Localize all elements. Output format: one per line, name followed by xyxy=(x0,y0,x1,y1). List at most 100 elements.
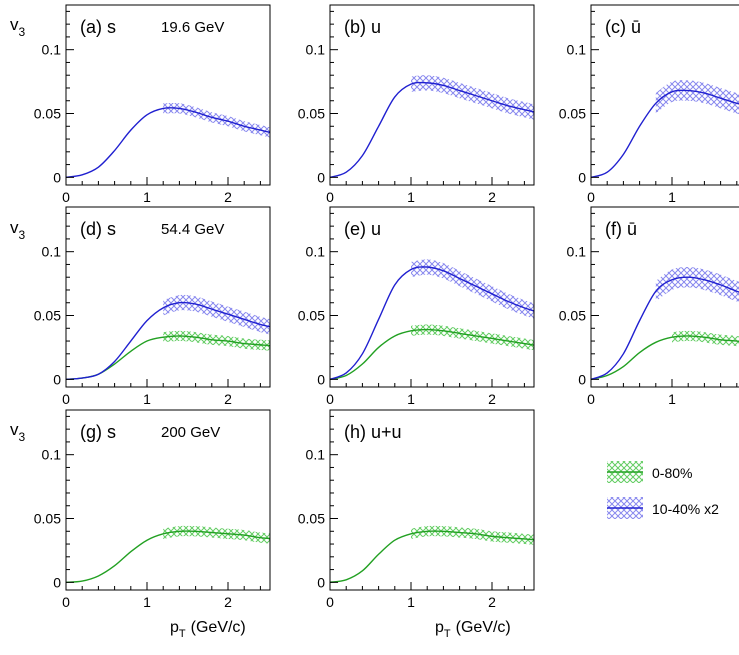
xtick-label-b: 1 xyxy=(407,189,415,205)
xtick-label-e: 0 xyxy=(326,391,334,407)
panels: 0 0.05 0.1 0 1 2 (a) s 19.6 GeV 0 0.05 0.1 0 1 2 (b) u… xyxy=(34,4,739,610)
xtick-label-h: 1 xyxy=(407,594,415,610)
y-axis-label-row1: v3 xyxy=(10,15,26,39)
band-h-green xyxy=(411,525,534,545)
series-line-h-green xyxy=(330,530,534,584)
ytick-label-b: 0 xyxy=(317,169,325,185)
series-line-c-blue xyxy=(591,89,739,179)
ytick-label-d: 0.1 xyxy=(42,244,62,260)
xtick-label-g: 2 xyxy=(224,594,232,610)
xtick-label-f: 0 xyxy=(587,391,595,407)
legend-label-0-80: 0-80% xyxy=(652,465,692,481)
ytick-label-c: 0.1 xyxy=(567,42,587,58)
series-line-b-blue xyxy=(330,81,534,179)
ytick-label-e: 0 xyxy=(317,371,325,387)
ytick-label-c: 0 xyxy=(578,169,586,185)
ytick-label-g: 0.05 xyxy=(34,511,61,527)
legend: 0-80% 10-40% x2 xyxy=(607,461,719,519)
xtick-label-d: 2 xyxy=(224,391,232,407)
ytick-label-b: 0.05 xyxy=(298,106,325,122)
energy-label-g: 200 GeV xyxy=(161,424,220,441)
frame-h xyxy=(329,409,535,591)
legend-label-10-40: 10-40% x2 xyxy=(652,501,719,517)
xtick-label-h: 2 xyxy=(488,594,496,610)
xtick-label-h: 0 xyxy=(326,594,334,610)
energy-label-d: 54.4 GeV xyxy=(161,221,224,238)
frame-d xyxy=(65,206,271,388)
series-line-e-blue xyxy=(330,266,534,381)
band-c-blue xyxy=(655,80,739,115)
energy-label-a: 19.6 GeV xyxy=(161,19,224,36)
frame-a xyxy=(65,4,271,186)
panel-a: 0 0.05 0.1 0 1 2 (a) s 19.6 GeV xyxy=(34,4,271,205)
frame-g xyxy=(65,409,271,591)
frame-b xyxy=(329,4,535,186)
ytick-label-g: 0.1 xyxy=(42,447,62,463)
ytick-label-c: 0.05 xyxy=(559,106,586,122)
panel-h: 0 0.05 0.1 0 1 2 (h) u+u xyxy=(298,409,535,610)
series-line-e-green xyxy=(330,328,534,381)
band-e-blue xyxy=(411,259,534,319)
panel-label-b: (b) u xyxy=(344,17,381,37)
ytick-label-a: 0.1 xyxy=(42,42,62,58)
panel-d: 0 0.05 0.1 0 1 2 (d) s 54.4 GeV xyxy=(34,206,271,407)
series-line-g-green xyxy=(66,530,270,584)
ytick-label-e: 0.1 xyxy=(306,244,326,260)
panel-label-c: (c) ū xyxy=(605,17,641,37)
ytick-label-a: 0 xyxy=(53,169,61,185)
panel-e: 0 0.05 0.1 0 1 2 (e) u xyxy=(298,206,535,407)
ytick-label-d: 0 xyxy=(53,371,61,387)
band-f-green xyxy=(672,330,739,347)
xtick-label-e: 1 xyxy=(407,391,415,407)
ytick-label-h: 0.05 xyxy=(298,511,325,527)
ytick-label-h: 0.1 xyxy=(306,447,326,463)
band-f-blue xyxy=(655,267,739,303)
xtick-label-d: 0 xyxy=(62,391,70,407)
panel-label-f: (f) ū xyxy=(605,219,637,239)
ytick-label-a: 0.05 xyxy=(34,106,61,122)
frame-e xyxy=(329,206,535,388)
x-axis-label-g: pT (GeV/c) xyxy=(170,619,246,640)
ytick-label-e: 0.05 xyxy=(298,308,325,324)
ytick-label-b: 0.1 xyxy=(306,42,326,58)
band-g-green xyxy=(163,525,270,544)
xtick-label-g: 0 xyxy=(62,594,70,610)
xtick-label-a: 2 xyxy=(224,189,232,205)
series-line-f-green xyxy=(591,335,739,381)
xtick-label-g: 1 xyxy=(143,594,151,610)
panel-label-d: (d) s xyxy=(80,219,116,239)
series-line-d-blue xyxy=(66,301,270,381)
xtick-label-b: 0 xyxy=(326,189,334,205)
panel-label-h: (h) u+u xyxy=(344,422,402,442)
ytick-label-g: 0 xyxy=(53,574,61,590)
ytick-label-f: 0.1 xyxy=(567,244,587,260)
xtick-label-c: 0 xyxy=(587,189,595,205)
panel-label-g: (g) s xyxy=(80,422,116,442)
xtick-label-a: 1 xyxy=(143,189,151,205)
panel-b: 0 0.05 0.1 0 1 2 (b) u xyxy=(298,4,535,205)
panel-g: 0 0.05 0.1 0 1 2 (g) s 200 GeV xyxy=(34,409,271,610)
xtick-label-d: 1 xyxy=(143,391,151,407)
band-e-green xyxy=(411,324,534,351)
ytick-label-f: 0 xyxy=(578,371,586,387)
series-line-f-blue xyxy=(591,276,739,381)
y-axis-label-row2: v3 xyxy=(10,218,26,242)
ytick-label-d: 0.05 xyxy=(34,308,61,324)
xtick-label-f: 1 xyxy=(668,391,676,407)
series-line-a-blue xyxy=(66,107,270,179)
band-b-blue xyxy=(411,75,534,120)
band-d-blue xyxy=(163,294,270,335)
xtick-label-b: 2 xyxy=(488,189,496,205)
ytick-label-f: 0.05 xyxy=(559,308,586,324)
frame-f xyxy=(590,206,739,388)
panel-label-e: (e) u xyxy=(344,219,381,239)
xtick-label-c: 1 xyxy=(668,189,676,205)
y-axis-label-row3: v3 xyxy=(10,420,26,444)
xtick-label-e: 2 xyxy=(488,391,496,407)
x-axis-label-h: pT (GeV/c) xyxy=(435,619,511,640)
band-a-blue xyxy=(163,103,270,138)
xtick-label-a: 0 xyxy=(62,189,70,205)
